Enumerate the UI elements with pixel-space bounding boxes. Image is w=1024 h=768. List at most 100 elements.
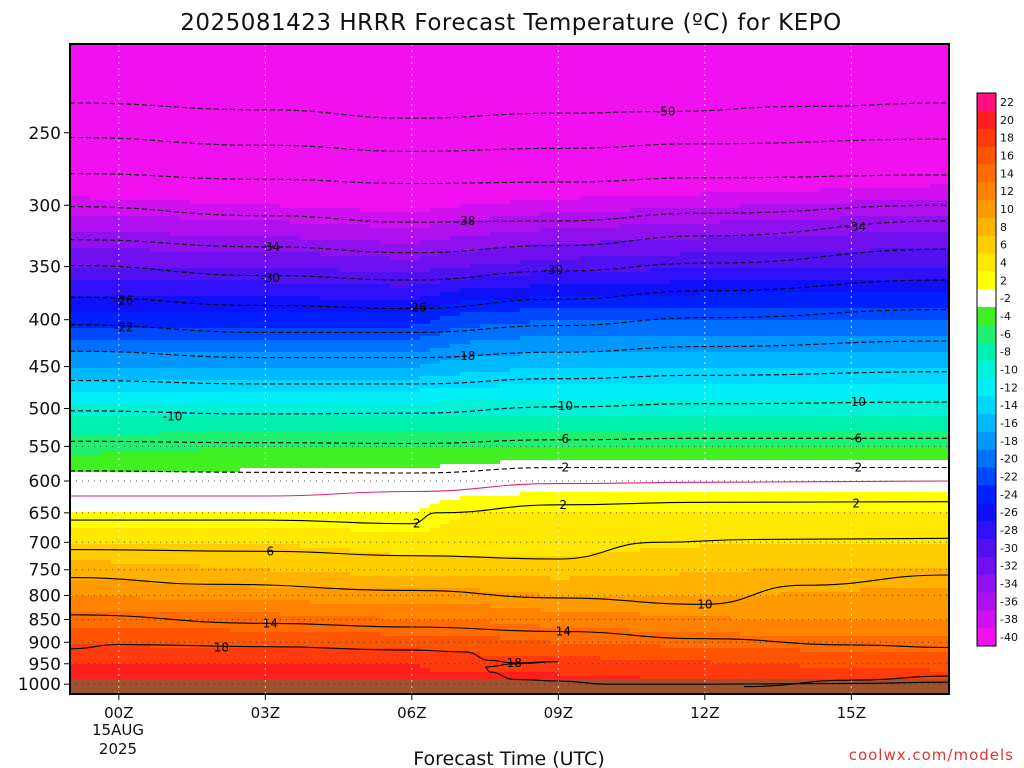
y-tick-label: 300 [29, 196, 61, 216]
y-tick-label: 350 [29, 258, 61, 278]
colorbar-label: -12 [1000, 381, 1018, 394]
x-tick-label: 15Z [837, 704, 866, 722]
colorbar-swatch [977, 556, 996, 576]
colorbar-label: 2 [1000, 274, 1007, 287]
x-date-day: 15AUG [92, 721, 144, 739]
colorbar-label: -2 [1000, 292, 1011, 305]
isotherm-line [70, 501, 949, 525]
isotherm-label: -26 [407, 301, 427, 315]
colorbar-label: -28 [1000, 524, 1018, 537]
x-tick-label: 06Z [397, 704, 426, 722]
y-axis-ticks: 2503003504004505005506006507007508008509… [18, 124, 70, 695]
y-tick-label: 600 [29, 472, 61, 492]
credit-text: coolwx.com/models [849, 746, 1014, 764]
isotherm-line [70, 466, 949, 474]
colorbar-swatch [977, 93, 996, 112]
isotherm-line [70, 537, 949, 560]
isotherm-label: -6 [850, 431, 862, 445]
isotherm-label: -2 [557, 461, 569, 475]
y-tick-label: 850 [29, 611, 61, 631]
isotherm-label: -2 [850, 461, 862, 475]
isotherm-line [70, 309, 949, 333]
temperature-field [70, 44, 949, 694]
isotherm-line [70, 204, 949, 223]
colorbar-label: -8 [1000, 346, 1011, 359]
colorbar-label: -26 [1000, 506, 1018, 519]
isotherm-labels: -50-38-34-34-30-30-26-26-22-18-10-10 -10-… [114, 105, 866, 670]
isotherm-label: 18 [214, 641, 229, 655]
isotherm-label: -10 [846, 395, 866, 409]
colorbar-swatch [977, 253, 996, 272]
isotherm-line [70, 173, 949, 185]
colorbar-swatch [977, 396, 996, 415]
colorbar-label: -4 [1000, 310, 1011, 323]
y-tick-label: 950 [29, 655, 61, 675]
colorbar-label: -36 [1000, 595, 1018, 608]
colorbar-swatch [977, 467, 996, 486]
colorbar-swatch [977, 449, 996, 469]
colorbar-label: 12 [1000, 185, 1014, 198]
isotherm-label: 10 [697, 597, 712, 611]
isotherm-label: 14 [263, 616, 278, 630]
isotherm-line [70, 340, 949, 359]
x-tick-label: 09Z [544, 704, 573, 722]
colorbar-label: 10 [1000, 203, 1014, 216]
x-date-year: 2025 [99, 740, 137, 758]
isotherm-label: -34 [260, 240, 280, 254]
colorbar-label: -40 [1000, 631, 1018, 644]
isotherm-label: 14 [556, 625, 571, 639]
isotherm-label: -10 [553, 399, 573, 413]
colorbar-swatch [977, 521, 996, 540]
colorbar-swatch [977, 307, 996, 326]
colorbar-label: -16 [1000, 417, 1018, 430]
isotherm-line [70, 614, 949, 649]
colorbar-swatch [977, 164, 996, 183]
colorbar-swatch [977, 592, 996, 611]
colorbar-swatch [977, 271, 996, 290]
isotherm-line [70, 643, 949, 685]
colorbar-label: 16 [1000, 149, 1014, 162]
colorbar-label: 8 [1000, 221, 1007, 234]
y-tick-label: 900 [29, 633, 61, 653]
isotherm-line [70, 401, 949, 415]
x-tick-label: 12Z [690, 704, 719, 722]
colorbar-swatch [977, 485, 996, 504]
colorbar-swatch [977, 574, 996, 593]
colorbar-swatch [977, 182, 996, 201]
colorbar-label: -18 [1000, 435, 1018, 448]
y-tick-label: 250 [29, 124, 61, 144]
isotherm-label: 2 [852, 497, 860, 511]
colorbar-label: 18 [1000, 132, 1014, 145]
isotherm-label: -30 [544, 263, 564, 277]
colorbar-swatch [977, 146, 996, 165]
plot-frame [69, 43, 950, 695]
x-tick-label: 03Z [251, 704, 280, 722]
y-tick-label: 700 [29, 533, 61, 553]
isotherm-label: 2 [413, 517, 421, 531]
chart-title: 2025081423 HRRR Forecast Temperature (ºC… [180, 10, 842, 36]
colorbar-swatch [977, 342, 996, 362]
isotherm-label: -26 [114, 293, 134, 307]
colorbar-label: -14 [1000, 399, 1018, 412]
colorbar-swatch [977, 378, 996, 397]
colorbar-label: 22 [1000, 96, 1014, 109]
isotherm-label: -30 [260, 271, 280, 285]
colorbar-label: -24 [1000, 488, 1018, 501]
colorbar-swatch [977, 200, 996, 219]
x-axis-ticks: 00Z 03Z 06Z 09Z 12Z 15Z [104, 694, 866, 722]
x-tick-label: 00Z [104, 704, 133, 722]
y-tick-label: 500 [29, 399, 61, 419]
isotherm-contours [70, 102, 949, 688]
isotherm-line [70, 248, 949, 281]
y-tick-label: 450 [29, 358, 61, 378]
colorbar-swatch [977, 538, 996, 558]
colorbar-label: -34 [1000, 578, 1018, 591]
isotherm-line [70, 220, 949, 254]
ground-strip [70, 679, 949, 694]
isotherm-label: 6 [266, 544, 274, 558]
colorbar-swatch [977, 217, 996, 237]
isotherm-line [70, 574, 949, 605]
isotherm-label: -18 [456, 349, 476, 363]
isotherm-line [70, 437, 949, 445]
